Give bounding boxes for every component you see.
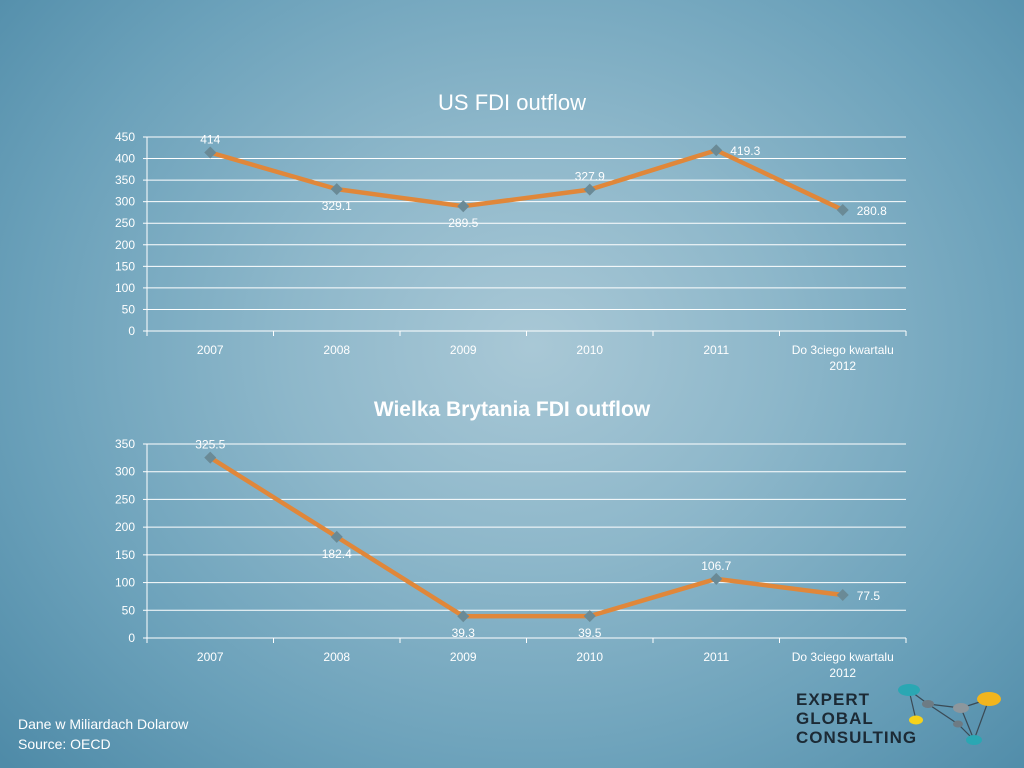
x-tick-label: Do 3ciego kwartalu 2012 <box>792 343 894 373</box>
y-tick-label: 350 <box>115 437 135 451</box>
expert-global-consulting-logo: EXPERT GLOBAL CONSULTING <box>796 682 1006 752</box>
data-point-marker <box>457 610 470 623</box>
y-tick-label: 350 <box>115 173 135 187</box>
data-label: 280.8 <box>857 204 887 218</box>
y-tick-label: 400 <box>115 152 135 166</box>
data-label: 329.1 <box>322 199 352 213</box>
logo-line-3: CONSULTING <box>796 728 918 747</box>
y-tick-label: 100 <box>115 576 135 590</box>
x-tick-label: 2008 <box>323 343 350 357</box>
data-label: 39.3 <box>452 626 476 640</box>
x-tick-label: 2007 <box>197 343 224 357</box>
data-point-marker <box>710 572 723 585</box>
x-tick-label: Do 3ciego kwartalu 2012 <box>792 650 894 680</box>
y-tick-label: 200 <box>115 238 135 252</box>
y-tick-label: 250 <box>115 492 135 506</box>
x-tick-label: 2008 <box>323 650 350 664</box>
data-label: 289.5 <box>448 216 478 230</box>
data-point-marker <box>710 144 723 157</box>
y-tick-label: 150 <box>115 259 135 273</box>
x-tick-label: 2009 <box>450 650 477 664</box>
x-tick-label: 2009 <box>450 343 477 357</box>
y-tick-label: 0 <box>128 324 135 338</box>
y-tick-label: 200 <box>115 520 135 534</box>
x-tick-label: 2011 <box>703 650 729 664</box>
data-point-marker <box>836 203 849 216</box>
units-note: Dane w Miliardach Dolarow <box>18 716 189 732</box>
y-tick-label: 50 <box>122 603 136 617</box>
data-label: 325.5 <box>195 438 225 452</box>
data-label: 414 <box>200 133 220 147</box>
logo-line-1: EXPERT <box>796 690 871 709</box>
y-tick-label: 100 <box>115 281 135 295</box>
data-point-marker <box>457 200 470 213</box>
data-label: 327.9 <box>575 170 605 184</box>
source-note: Source: OECD <box>18 736 111 752</box>
data-point-marker <box>583 610 596 623</box>
y-tick-label: 300 <box>115 195 135 209</box>
x-tick-label: 2010 <box>576 650 603 664</box>
series-line <box>208 455 845 619</box>
footer-note: Dane w Miliardach Dolarow Source: OECD <box>18 714 188 754</box>
data-point-marker <box>330 183 343 196</box>
data-point-marker <box>330 530 343 543</box>
logo-molecule-icon <box>898 684 1001 745</box>
logo-text: EXPERT GLOBAL CONSULTING <box>796 690 917 747</box>
x-tick-label: 2010 <box>576 343 603 357</box>
y-tick-label: 300 <box>115 465 135 479</box>
y-tick-label: 50 <box>122 302 136 316</box>
data-label: 106.7 <box>701 559 731 573</box>
data-label: 77.5 <box>857 589 881 603</box>
y-tick-label: 450 <box>115 130 135 144</box>
data-label: 419.3 <box>730 144 760 158</box>
y-tick-label: 0 <box>128 631 135 645</box>
series-line <box>208 147 845 213</box>
data-point-marker <box>836 589 849 602</box>
x-tick-label: 2011 <box>703 343 729 357</box>
chart-title-us: US FDI outflow <box>438 90 586 115</box>
logo-line-2: GLOBAL <box>796 709 874 728</box>
data-label: 182.4 <box>322 547 352 561</box>
data-point-marker <box>583 183 596 196</box>
y-tick-label: 150 <box>115 548 135 562</box>
x-tick-label: 2007 <box>197 650 224 664</box>
data-point-marker <box>204 146 217 159</box>
chart-title-uk: Wielka Brytania FDI outflow <box>373 398 651 421</box>
data-label: 39.5 <box>578 626 602 640</box>
data-point-marker <box>204 451 217 464</box>
y-tick-label: 250 <box>115 216 135 230</box>
